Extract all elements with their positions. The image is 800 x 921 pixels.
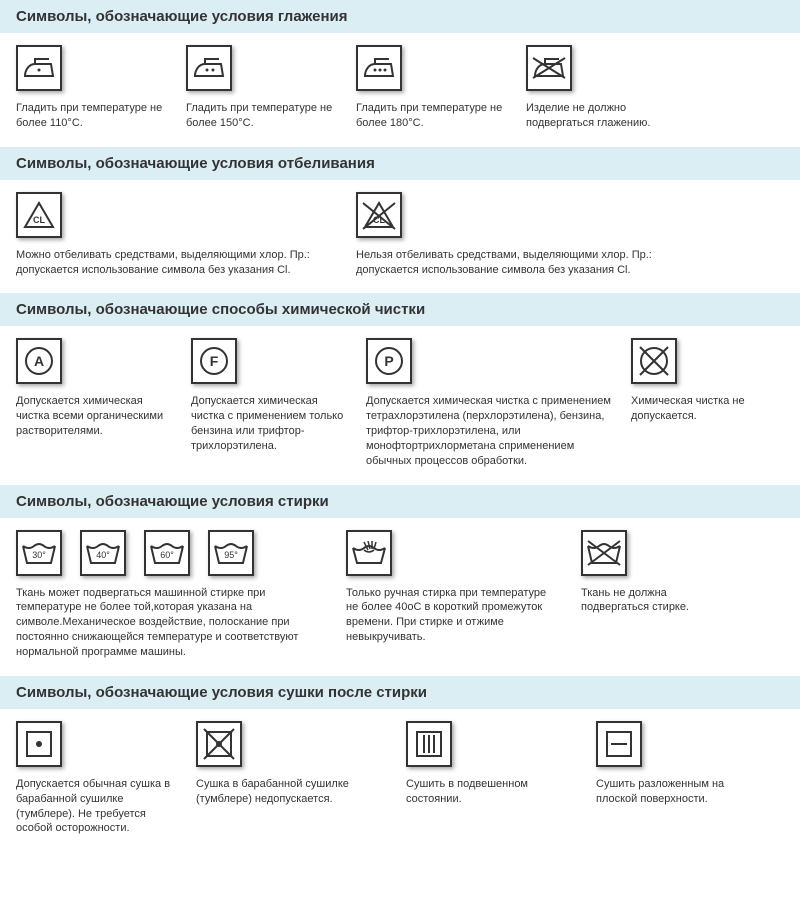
section-header-washing: Символы, обозначающие условия стирки [0, 485, 800, 518]
wash-1-caption: Ткань может подвергаться машинной стирке… [16, 586, 326, 660]
iron-1-caption: Гладить при температуре не более 110°C. [16, 101, 166, 131]
wash-2-caption: Только ручная стирка при температуре не … [346, 586, 561, 645]
svg-text:P: P [384, 353, 393, 369]
row-dryclean: A Допускается химическая чистка всеми ор… [0, 326, 800, 484]
section-header-ironing: Символы, обозначающие условия глажения [0, 0, 800, 33]
row-washing: 30° 40° 60° 95° Ткань может подвергаться… [0, 518, 800, 676]
svg-text:40°: 40° [96, 550, 110, 560]
svg-text:CL: CL [33, 215, 45, 225]
iron-3-caption: Гладить при температуре не более 180°C. [356, 101, 506, 131]
dry-flat-icon [596, 721, 642, 767]
dry-2-caption: Сушка в барабанной сушилке (тумблере) не… [196, 777, 386, 807]
dry-3-caption: Сушить в подвешенном состоянии. [406, 777, 576, 807]
svg-text:30°: 30° [32, 550, 46, 560]
svg-text:F: F [210, 353, 219, 369]
section-header-drying: Символы, обозначающие условия сушки посл… [0, 676, 800, 709]
iron-2dot-icon [186, 45, 232, 91]
bleach-cl-crossed-icon: CL [356, 192, 402, 238]
svg-text:60°: 60° [160, 550, 174, 560]
dryclean-a-icon: A [16, 338, 62, 384]
dry-tumble-icon [16, 721, 62, 767]
wash-3-caption: Ткань не должна подвергаться стирке. [581, 586, 731, 616]
iron-crossed-icon [526, 45, 572, 91]
wash-hand-icon [346, 530, 392, 576]
iron-2-caption: Гладить при температуре не более 150°C. [186, 101, 336, 131]
wash-crossed-icon [581, 530, 627, 576]
wash-95-icon: 95° [208, 530, 254, 576]
iron-3dot-icon [356, 45, 402, 91]
bleach-2-caption: Нельзя отбеливать средствами, выделяющим… [356, 248, 676, 278]
dryclean-4-caption: Химическая чистка не допускается. [631, 394, 781, 424]
svg-text:A: A [34, 353, 44, 369]
dry-4-caption: Сушить разложенным на плоской поверхност… [596, 777, 756, 807]
dryclean-3-caption: Допускается химическая чистка с применен… [366, 394, 611, 468]
wash-40-icon: 40° [80, 530, 126, 576]
iron-1dot-icon [16, 45, 62, 91]
dryclean-f-icon: F [191, 338, 237, 384]
bleach-cl-icon: CL [16, 192, 62, 238]
wash-30-icon: 30° [16, 530, 62, 576]
section-header-dryclean: Символы, обозначающие способы химической… [0, 293, 800, 326]
dryclean-crossed-icon [631, 338, 677, 384]
dryclean-2-caption: Допускается химическая чистка с применен… [191, 394, 346, 453]
row-bleaching: CL Можно отбеливать средствами, выделяющ… [0, 180, 800, 294]
dryclean-p-icon: P [366, 338, 412, 384]
dry-1-caption: Допускается обычная сушка в барабанной с… [16, 777, 176, 836]
row-drying: Допускается обычная сушка в барабанной с… [0, 709, 800, 852]
section-header-bleaching: Символы, обозначающие условия отбеливани… [0, 147, 800, 180]
row-ironing: Гладить при температуре не более 110°C. … [0, 33, 800, 147]
wash-60-icon: 60° [144, 530, 190, 576]
bleach-1-caption: Можно отбеливать средствами, выделяющими… [16, 248, 336, 278]
svg-text:95°: 95° [224, 550, 238, 560]
dryclean-1-caption: Допускается химическая чистка всеми орга… [16, 394, 171, 439]
dry-hang-icon [406, 721, 452, 767]
iron-4-caption: Изделие не должно подвергаться глажению. [526, 101, 676, 131]
dry-tumble-crossed-icon [196, 721, 242, 767]
